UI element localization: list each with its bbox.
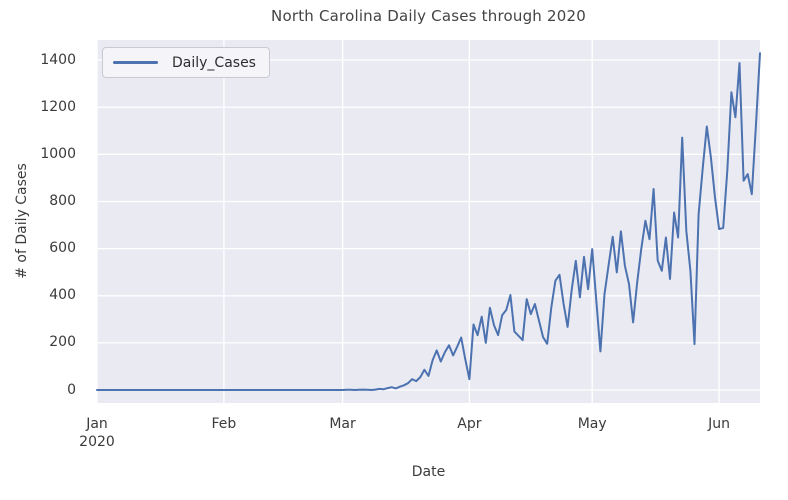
legend-label: Daily_Cases [172, 54, 256, 71]
x-tick-label: Jun [708, 416, 730, 432]
y-tick-label: 1400 [40, 51, 76, 68]
legend-line-swatch [113, 61, 158, 64]
y-tick-label: 0 [67, 381, 76, 398]
y-axis-label: # of Daily Cases [14, 163, 30, 279]
chart-title: North Carolina Daily Cases through 2020 [271, 7, 586, 25]
x-axis-label: Date [411, 464, 446, 480]
x-tick-label: Feb [211, 416, 237, 432]
x-tick-label: Mar [329, 416, 356, 432]
plot-background [97, 40, 760, 403]
x-tick-label: May [577, 416, 607, 432]
daily-cases-line [96, 52, 761, 391]
y-tick-label: 400 [49, 287, 76, 304]
y-tick-label: 1000 [40, 145, 76, 162]
legend: Daily_Cases [102, 47, 270, 78]
x-tick-sublabel: 2020 [79, 434, 115, 450]
x-tick-label: Jan 2020 [59, 415, 135, 451]
y-tick-label: 1200 [40, 98, 76, 115]
x-tick-label: Apr [457, 416, 482, 432]
y-tick-label: 800 [49, 192, 76, 209]
y-tick-label: 200 [49, 334, 76, 351]
y-tick-label: 600 [49, 240, 76, 257]
